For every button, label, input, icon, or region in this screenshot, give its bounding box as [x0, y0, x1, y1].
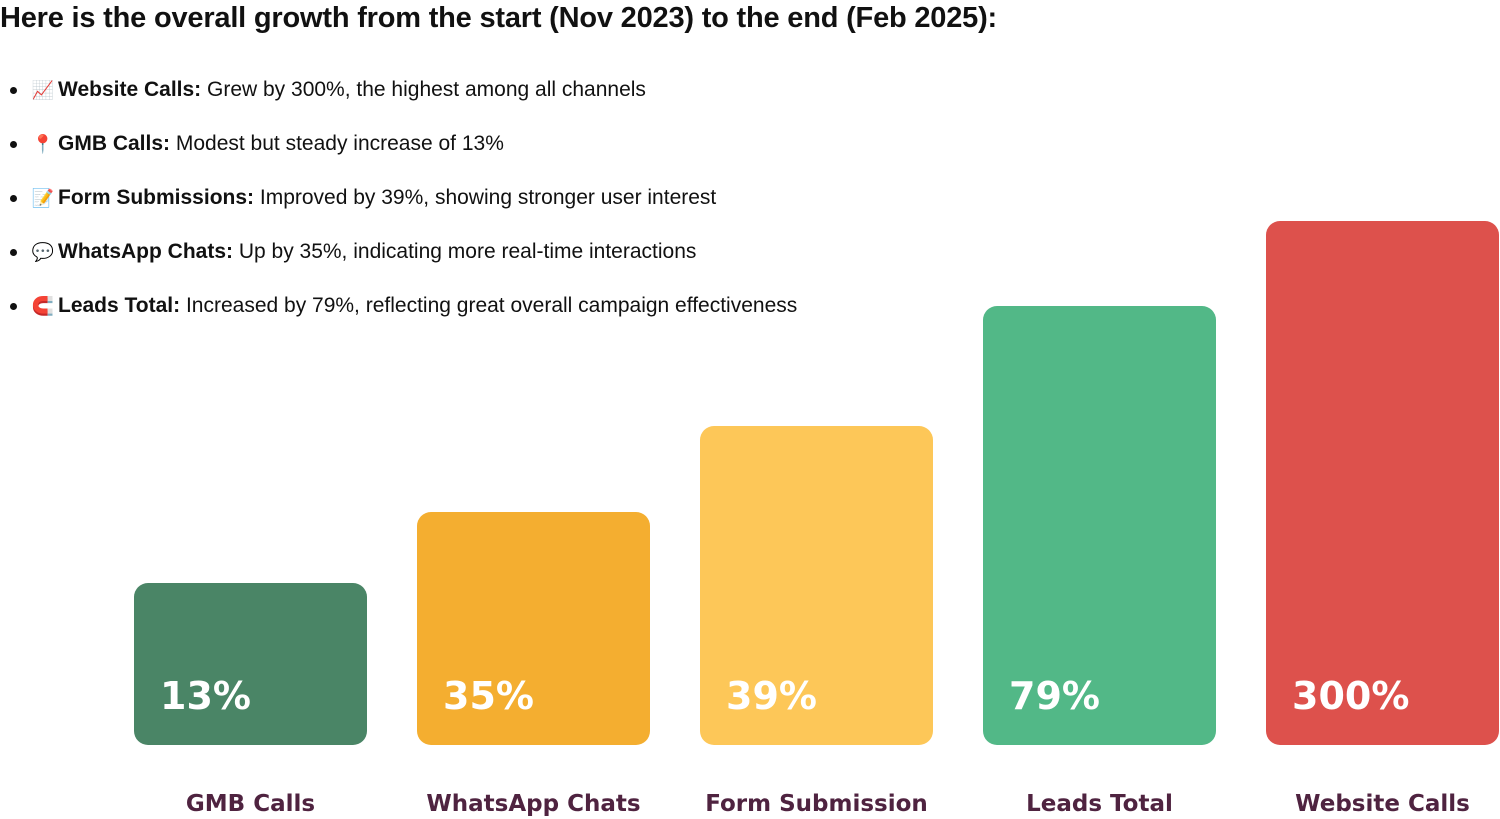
list-item: 📍 GMB Calls: Modest but steady increase o…	[0, 126, 797, 180]
bar-value-label: 79%	[1009, 674, 1100, 718]
bullet-text: Modest but steady increase of 13%	[170, 132, 504, 155]
bullet-name: GMB Calls:	[58, 132, 171, 155]
category-label: WhatsApp Chats	[426, 791, 640, 817]
bar-gmb-calls	[134, 583, 367, 745]
memo-icon: 📝	[31, 188, 55, 209]
list-item: 💬 WhatsApp Chats: Up by 35%, indicating m…	[0, 234, 797, 288]
chart-increasing-icon: 📈	[31, 80, 55, 101]
speech-balloon-icon: 💬	[31, 242, 55, 263]
bullet-dot	[10, 195, 17, 202]
bullet-text: Increased by 79%, reflecting great overa…	[180, 294, 798, 317]
bullet-text: Improved by 39%, showing stronger user i…	[254, 186, 717, 209]
growth-summary-list: 📈 Website Calls: Grew by 300%, the highes…	[0, 72, 797, 342]
bar-value-label: 13%	[160, 674, 251, 718]
bullet-dot	[10, 141, 17, 148]
bar-form-submission	[700, 426, 933, 745]
bar-website-calls	[1266, 221, 1499, 745]
category-label: GMB Calls	[186, 791, 315, 817]
magnet-icon: 🧲	[31, 296, 55, 317]
category-label: Leads Total	[1026, 791, 1173, 817]
bar-value-label: 35%	[443, 674, 534, 718]
page-title: Here is the overall growth from the star…	[0, 2, 997, 34]
list-item: 🧲 Leads Total: Increased by 79%, reflecti…	[0, 288, 797, 342]
bullet-name: Form Submissions:	[58, 186, 255, 209]
bullet-name: WhatsApp Chats:	[58, 240, 233, 263]
bullet-text: Grew by 300%, the highest among all chan…	[201, 78, 646, 101]
category-label: Website Calls	[1295, 791, 1470, 817]
round-pushpin-icon: 📍	[31, 134, 55, 155]
list-item: 📝 Form Submissions: Improved by 39%, show…	[0, 180, 797, 234]
bullet-name: Leads Total:	[58, 294, 181, 317]
bullet-dot	[10, 249, 17, 256]
bar-leads-total	[983, 306, 1216, 745]
bar-value-label: 300%	[1292, 674, 1409, 718]
bar-value-label: 39%	[726, 674, 817, 718]
list-item: 📈 Website Calls: Grew by 300%, the highes…	[0, 72, 797, 126]
category-label: Form Submission	[705, 791, 928, 817]
bullet-dot	[10, 303, 17, 310]
bullet-dot	[10, 87, 17, 94]
bullet-text: Up by 35%, indicating more real-time int…	[233, 240, 697, 263]
bar-whatsapp-chats	[417, 512, 650, 745]
bullet-name: Website Calls:	[58, 78, 202, 101]
